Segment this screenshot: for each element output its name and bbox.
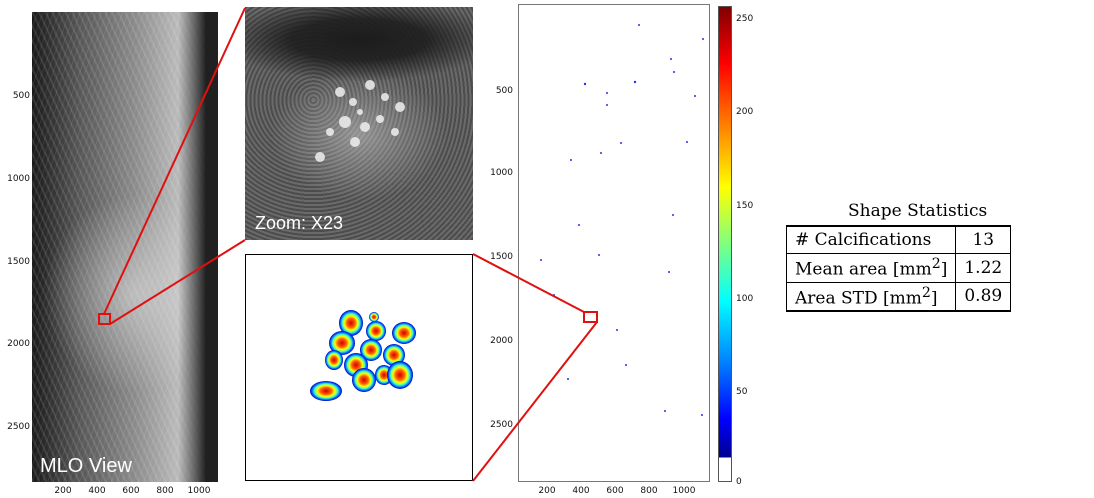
- stats-table: # Calcifications 13 Mean area [mm2] 1.22…: [785, 225, 1012, 313]
- detection-map: [518, 4, 710, 482]
- map-xtick: 800: [640, 486, 658, 496]
- mlo-view-image: MLO View: [32, 12, 218, 482]
- table-row: Area STD [mm2] 0.89: [785, 281, 1012, 313]
- map-xtick: 400: [572, 486, 590, 496]
- stats-value: 1.22: [955, 253, 1012, 283]
- map-xtick: 200: [538, 486, 556, 496]
- map-xtick: 1000: [672, 486, 696, 496]
- stats-title: Shape Statistics: [848, 201, 988, 221]
- colorbar-tick: 50: [736, 387, 748, 397]
- stats-label: # Calcifications: [785, 225, 957, 254]
- table-row: Mean area [mm2] 1.22: [785, 253, 1012, 283]
- map-ytick: 2500: [490, 420, 513, 430]
- map-ytick: 1500: [490, 252, 513, 262]
- stats-value: 0.89: [955, 281, 1012, 313]
- zoomed-region-image: Zoom: X23: [245, 7, 473, 240]
- stats-value: 13: [955, 225, 1012, 254]
- table-row: # Calcifications 13: [785, 225, 1012, 254]
- calcification-heatmap: [245, 254, 473, 481]
- mlo-ytick: 2500: [7, 422, 30, 432]
- zoom-label: Zoom: X23: [255, 213, 344, 233]
- mlo-xtick: 200: [54, 486, 72, 496]
- colorbar-tick: 100: [736, 294, 754, 304]
- stats-label: Mean area [mm2]: [785, 253, 957, 283]
- heatmap-blobs: [310, 310, 416, 401]
- mlo-ytick: 1000: [7, 174, 30, 184]
- mlo-xtick: 400: [88, 486, 106, 496]
- colorbar-tick: 200: [736, 107, 754, 117]
- colorbar-tick: 250: [736, 14, 754, 24]
- map-xtick: 600: [606, 486, 624, 496]
- mlo-ytick: 500: [12, 91, 30, 101]
- map-ytick: 1000: [490, 168, 513, 178]
- mlo-view-label: MLO View: [40, 455, 132, 477]
- mlo-xtick: 600: [122, 486, 140, 496]
- map-ytick: 2000: [490, 336, 513, 346]
- mlo-ytick: 1500: [7, 257, 30, 267]
- stats-label: Area STD [mm2]: [785, 281, 957, 313]
- colorbar-tick: 150: [736, 201, 754, 211]
- mlo-ytick: 2000: [7, 339, 30, 349]
- calcification-spots: [315, 80, 405, 162]
- colorbar: [718, 6, 732, 482]
- colorbar-tick: 0: [736, 477, 742, 487]
- map-ytick: 500: [495, 86, 513, 96]
- mlo-xtick: 1000: [187, 486, 211, 496]
- mlo-xtick: 800: [156, 486, 174, 496]
- detection-points: [540, 24, 704, 416]
- mlo-dark-edge: [178, 12, 218, 482]
